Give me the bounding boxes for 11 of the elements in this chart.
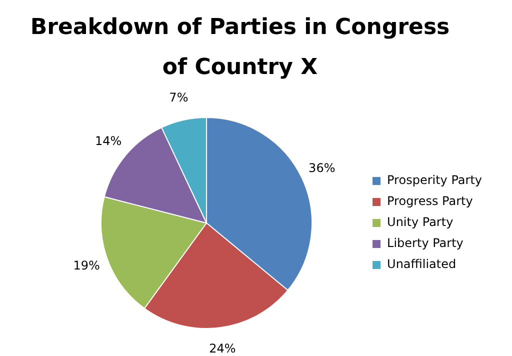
legend-label: Progress Party	[387, 194, 473, 208]
legend-label: Unaffiliated	[387, 257, 456, 272]
legend-label: Prosperity Party	[387, 173, 482, 188]
data-label: 19%	[73, 258, 100, 272]
data-label: 36%	[308, 160, 336, 175]
data-label: 7%	[169, 90, 188, 105]
data-label: 14%	[94, 134, 122, 148]
legend-label: Unity Party	[387, 215, 454, 230]
legend-label: Liberty Party	[387, 236, 464, 250]
chart-title: Breakdown of Parties in Congress of Country X	[30, 14, 450, 82]
data-label: 24%	[209, 342, 236, 356]
